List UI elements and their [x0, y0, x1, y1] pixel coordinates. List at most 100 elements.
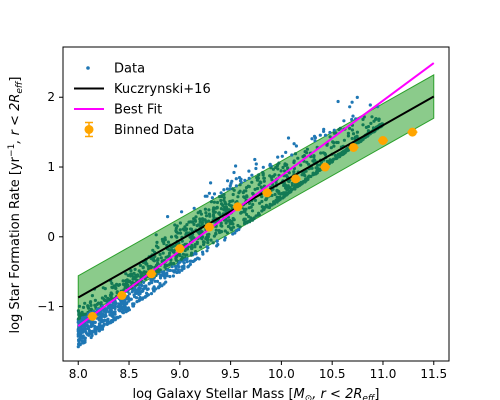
- data-point: [318, 168, 322, 172]
- data-point: [282, 193, 286, 197]
- data-point: [226, 179, 230, 183]
- data-point: [207, 191, 211, 195]
- x-label-sub2: eff: [362, 394, 376, 400]
- data-point: [238, 183, 242, 187]
- y-label-end: ]: [8, 76, 23, 81]
- legend-label: Best Fit: [114, 103, 162, 118]
- data-point: [228, 199, 232, 204]
- data-point: [351, 132, 356, 136]
- data-point: [76, 345, 80, 349]
- data-point: [255, 178, 259, 182]
- data-point: [280, 191, 284, 196]
- data-point: [207, 208, 211, 212]
- data-point: [208, 214, 212, 218]
- data-point: [231, 192, 235, 197]
- data-point: [206, 246, 210, 250]
- data-point: [262, 179, 266, 183]
- data-point: [260, 205, 264, 209]
- data-point: [108, 321, 112, 325]
- data-point: [201, 235, 205, 239]
- data-point: [233, 231, 237, 235]
- data-point: [89, 303, 93, 307]
- data-point: [176, 231, 180, 235]
- data-point: [154, 233, 158, 237]
- data-point: [137, 292, 141, 296]
- data-point: [230, 219, 234, 224]
- data-point: [334, 131, 338, 135]
- data-point: [268, 174, 272, 178]
- data-point: [316, 163, 320, 167]
- data-point: [264, 197, 268, 201]
- data-point: [89, 324, 93, 329]
- data-point: [197, 257, 201, 261]
- data-point: [275, 195, 279, 199]
- data-point: [100, 314, 104, 319]
- data-point: [302, 154, 306, 158]
- data-point: [151, 248, 155, 252]
- data-point: [234, 184, 238, 188]
- data-point: [158, 284, 162, 289]
- data-point: [217, 211, 221, 215]
- data-point: [158, 276, 163, 280]
- data-point: [183, 248, 187, 253]
- data-point: [238, 179, 243, 183]
- data-point: [91, 322, 95, 326]
- data-point: [98, 317, 102, 321]
- data-point: [247, 176, 251, 180]
- data-point: [93, 320, 97, 324]
- data-point: [84, 323, 88, 328]
- data-point: [119, 303, 123, 308]
- data-point: [323, 133, 328, 137]
- data-point: [323, 152, 327, 157]
- legend-errorbar-point: [84, 125, 94, 134]
- data-point: [200, 217, 205, 221]
- data-point: [201, 252, 205, 256]
- data-point: [272, 202, 276, 206]
- data-point: [275, 163, 280, 167]
- data-point: [149, 292, 154, 296]
- data-point: [193, 219, 198, 223]
- data-point: [192, 222, 196, 226]
- x-tick-label: 8.0: [69, 367, 88, 381]
- data-point: [348, 105, 352, 109]
- data-point: [207, 219, 211, 223]
- data-point: [146, 264, 150, 268]
- data-point: [271, 167, 275, 171]
- binned-point: [320, 162, 330, 172]
- data-point: [247, 185, 251, 189]
- data-point: [109, 306, 113, 310]
- data-point: [141, 266, 145, 270]
- data-point: [227, 219, 231, 223]
- data-point: [138, 263, 142, 267]
- y-label-sub: eff: [15, 80, 25, 94]
- data-point: [124, 310, 128, 314]
- data-point: [180, 239, 184, 243]
- data-point: [369, 121, 373, 125]
- data-point: [284, 191, 288, 195]
- data-point: [159, 256, 163, 260]
- data-point: [203, 207, 207, 211]
- data-point: [170, 265, 174, 269]
- data-point: [253, 187, 257, 191]
- data-point: [238, 189, 242, 193]
- data-point: [131, 277, 135, 281]
- data-point: [355, 130, 359, 134]
- data-point: [361, 137, 365, 141]
- data-point: [161, 239, 165, 243]
- data-point: [141, 289, 145, 293]
- data-point: [257, 183, 261, 187]
- data-point: [127, 280, 131, 284]
- data-point: [292, 170, 296, 174]
- data-point: [348, 126, 352, 130]
- data-point: [76, 332, 80, 336]
- data-point: [260, 195, 264, 199]
- data-point: [219, 221, 223, 225]
- data-point: [228, 222, 232, 226]
- x-tick-label: 11.0: [370, 367, 397, 381]
- data-point: [89, 330, 93, 334]
- data-point: [167, 268, 171, 272]
- data-point: [210, 196, 214, 200]
- data-point: [350, 117, 354, 122]
- data-point: [182, 264, 186, 268]
